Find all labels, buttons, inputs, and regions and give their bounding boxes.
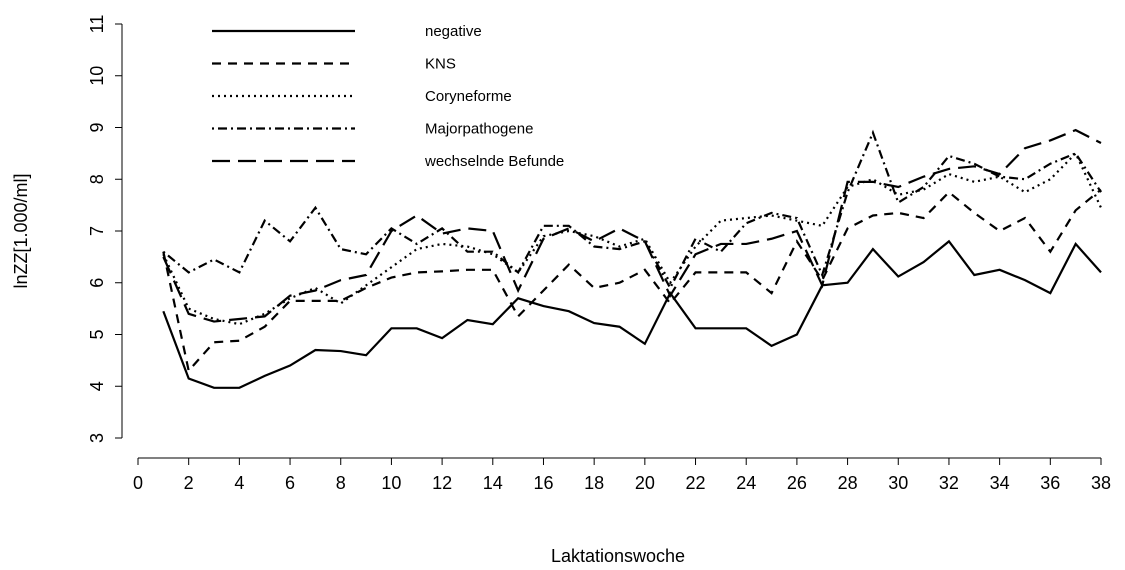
legend-label: negative bbox=[425, 23, 482, 40]
y-tick-label: 5 bbox=[87, 329, 107, 339]
x-tick-label: 36 bbox=[1040, 473, 1060, 493]
legend-label: Majorpathogene bbox=[425, 120, 533, 137]
x-tick-label: 20 bbox=[635, 473, 655, 493]
y-axis-label: lnZZ[1.000/ml] bbox=[11, 173, 31, 288]
x-tick-label: 26 bbox=[787, 473, 807, 493]
x-tick-label: 14 bbox=[483, 473, 503, 493]
legend-label: wechselnde Befunde bbox=[424, 153, 564, 170]
x-tick-label: 18 bbox=[584, 473, 604, 493]
x-tick-label: 34 bbox=[990, 473, 1010, 493]
legend-label: KNS bbox=[425, 55, 456, 72]
legend-label: Coryneforme bbox=[425, 88, 512, 105]
x-tick-label: 8 bbox=[336, 473, 346, 493]
y-tick-label: 6 bbox=[87, 278, 107, 288]
series-line bbox=[162, 188, 1102, 374]
x-tick-label: 10 bbox=[381, 473, 401, 493]
x-tick-label: 28 bbox=[838, 473, 858, 493]
x-tick-label: 2 bbox=[184, 473, 194, 493]
y-tick-label: 10 bbox=[87, 66, 107, 86]
y-tick-label: 11 bbox=[87, 15, 107, 34]
series-line bbox=[162, 239, 1102, 389]
y-tick-label: 3 bbox=[87, 433, 107, 443]
x-tick-label: 6 bbox=[285, 473, 295, 493]
y-tick-label: 4 bbox=[87, 381, 107, 391]
x-tick-label: 22 bbox=[686, 473, 706, 493]
series-line bbox=[162, 151, 1102, 326]
x-tick-label: 38 bbox=[1091, 473, 1111, 493]
x-tick-label: 0 bbox=[133, 473, 143, 493]
series-line bbox=[162, 128, 1102, 323]
series-line bbox=[162, 129, 1102, 291]
x-tick-label: 16 bbox=[533, 473, 553, 493]
x-tick-label: 32 bbox=[939, 473, 959, 493]
y-tick-label: 8 bbox=[87, 174, 107, 184]
x-tick-label: 12 bbox=[432, 473, 452, 493]
x-tick-label: 4 bbox=[234, 473, 244, 493]
x-tick-label: 24 bbox=[736, 473, 756, 493]
y-tick-label: 7 bbox=[87, 226, 107, 236]
y-tick-label: 9 bbox=[87, 122, 107, 132]
x-axis-label: Laktationswoche bbox=[551, 546, 685, 566]
x-tick-label: 30 bbox=[888, 473, 908, 493]
